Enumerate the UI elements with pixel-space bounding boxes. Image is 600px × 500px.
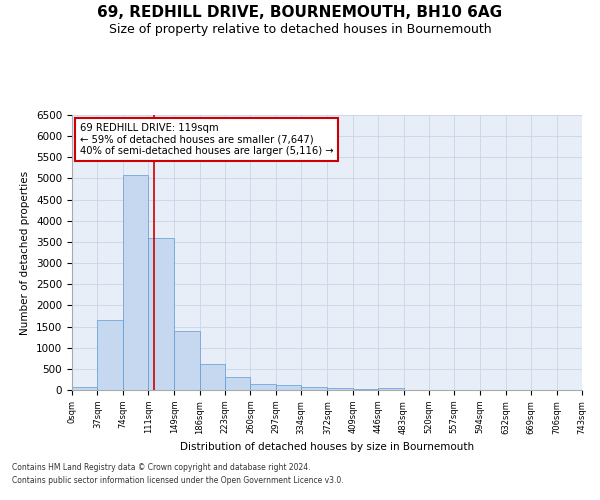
Bar (301, 387, 326, 390)
Bar (378, 388, 404, 390)
Bar (200, 364, 225, 390)
Bar (72, 387, 97, 390)
Text: Size of property relative to detached houses in Bournemouth: Size of property relative to detached ho… (109, 22, 491, 36)
Bar (123, 176, 148, 390)
Text: Contains HM Land Registry data © Crown copyright and database right 2024.: Contains HM Land Registry data © Crown c… (12, 464, 311, 472)
Y-axis label: Number of detached properties: Number of detached properties (20, 170, 31, 334)
Bar (97, 320, 123, 390)
Text: Contains public sector information licensed under the Open Government Licence v3: Contains public sector information licen… (12, 476, 344, 485)
Text: Distribution of detached houses by size in Bournemouth: Distribution of detached houses by size … (180, 442, 474, 452)
Text: 69, REDHILL DRIVE, BOURNEMOUTH, BH10 6AG: 69, REDHILL DRIVE, BOURNEMOUTH, BH10 6AG (97, 5, 503, 20)
Text: 69 REDHILL DRIVE: 119sqm
← 59% of detached houses are smaller (7,647)
40% of sem: 69 REDHILL DRIVE: 119sqm ← 59% of detach… (80, 123, 333, 156)
Bar (276, 386, 301, 390)
Bar (174, 331, 200, 390)
Bar (250, 384, 276, 390)
Bar (353, 389, 378, 390)
Bar (225, 378, 250, 390)
Bar (148, 238, 173, 390)
Bar (328, 388, 353, 390)
